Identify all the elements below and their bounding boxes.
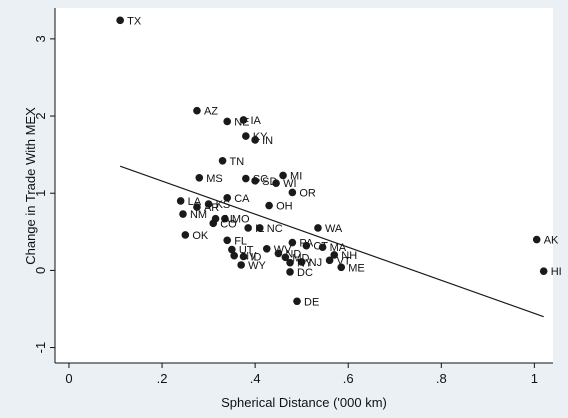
- y-tick-label: 3: [33, 35, 48, 42]
- data-point-pa: [288, 238, 297, 247]
- data-point-ia: [239, 116, 248, 124]
- point-label-mi: MI: [290, 170, 302, 182]
- x-tick-label: .4: [250, 371, 261, 386]
- point-label-nc: NC: [267, 223, 283, 235]
- point-label-id: ID: [250, 252, 261, 264]
- data-point-ky: [242, 132, 250, 140]
- y-ticks: -1 0 1 2 3: [33, 35, 55, 353]
- point-label-me: ME: [348, 262, 365, 274]
- data-point-la: [176, 197, 185, 205]
- point-label-nm: NM: [190, 209, 207, 221]
- data-point-tx: [116, 16, 124, 25]
- point-label-ar: AR: [204, 202, 219, 214]
- data-point-sc: [242, 174, 250, 183]
- data-point-id: [239, 252, 248, 261]
- point-label-ks: KS: [216, 199, 231, 211]
- data-point-ma: [318, 243, 327, 252]
- data-point-dc: [286, 268, 294, 276]
- data-point-mo: [221, 214, 229, 223]
- data-point-vt: [325, 256, 334, 265]
- x-tick-label: .8: [436, 371, 447, 386]
- point-label-al: AL: [223, 214, 236, 226]
- data-point-ne: [223, 117, 232, 126]
- point-label-hi: HI: [551, 266, 562, 278]
- data-point-ar: [193, 203, 201, 211]
- point-label-wy: WY: [248, 260, 266, 272]
- point-label-ok: OK: [192, 230, 209, 242]
- data-point-az: [193, 106, 201, 115]
- point-label-dc: DC: [297, 267, 313, 279]
- data-point-wy: [237, 261, 245, 269]
- data-point-wa: [314, 224, 322, 232]
- point-label-nh: NH: [341, 250, 357, 262]
- data-point-ok: [181, 231, 190, 239]
- y-tick-label: -1: [33, 342, 48, 354]
- point-label-or: OR: [299, 187, 316, 199]
- x-tick-label: 0: [65, 371, 72, 386]
- point-label-tn: TN: [230, 156, 245, 168]
- point-label-mo: MO: [232, 214, 250, 226]
- data-point-de: [293, 297, 301, 306]
- x-tick-label: 1: [531, 371, 538, 386]
- y-axis-title: Change in Trade With MEX: [23, 107, 38, 265]
- point-label-ny: NY: [297, 258, 313, 270]
- data-point-il: [244, 224, 252, 232]
- point-label-ak: AK: [544, 235, 559, 247]
- point-label-nj: NJ: [309, 257, 322, 269]
- data-point-ny: [286, 258, 294, 267]
- data-points: TXAZNEIAKYINTNMSSCSDMIWIORCALAKSAROHNMMO…: [116, 15, 562, 308]
- data-point-oh: [265, 201, 273, 210]
- data-point-or: [288, 188, 297, 197]
- data-point-in: [251, 136, 259, 144]
- y-tick-label: 0: [33, 267, 48, 274]
- fit-line: [119, 165, 544, 318]
- point-label-ms: MS: [206, 173, 223, 185]
- data-point-ak: [532, 235, 541, 244]
- x-tick-label: .2: [157, 371, 168, 386]
- point-label-in: IN: [262, 135, 273, 147]
- data-point-md: [281, 253, 290, 262]
- point-label-nd: ND: [285, 248, 301, 260]
- data-point-fl: [223, 236, 232, 245]
- data-point-me: [337, 263, 346, 272]
- y-tick-label: 1: [33, 190, 48, 197]
- data-point-nc: [255, 224, 264, 232]
- data-point-nj: [297, 258, 306, 266]
- point-label-oh: OH: [276, 201, 293, 213]
- y-tick-label: 2: [33, 112, 48, 119]
- data-point-ct: [302, 241, 311, 250]
- point-label-wa: WA: [325, 223, 343, 235]
- point-label-ca: CA: [234, 193, 250, 205]
- data-point-wv: [262, 244, 271, 253]
- data-point-nv: [230, 251, 238, 260]
- data-point-ks: [204, 200, 213, 208]
- plot-area: [55, 8, 553, 363]
- data-point-ms: [195, 173, 204, 182]
- point-label-tx: TX: [127, 15, 142, 27]
- point-label-fl: FL: [234, 235, 247, 247]
- point-label-de: DE: [304, 296, 319, 308]
- data-point-ca: [223, 194, 232, 202]
- point-label-wi: WI: [283, 178, 296, 190]
- point-label-co: CO: [220, 218, 237, 230]
- data-point-co: [209, 219, 218, 228]
- x-tick-label: .6: [343, 371, 354, 386]
- data-point-tn: [218, 157, 227, 165]
- data-point-ut: [228, 245, 236, 254]
- data-point-nd: [274, 249, 283, 258]
- data-point-wi: [272, 179, 280, 187]
- x-axis-title: Spherical Distance ('000 km): [221, 395, 387, 410]
- data-point-nh: [330, 251, 339, 259]
- data-point-mi: [279, 171, 287, 180]
- x-ticks: 0 .2 .4 .6 .8 1: [65, 363, 538, 386]
- data-point-sd: [251, 177, 259, 185]
- point-label-ia: IA: [250, 115, 261, 127]
- data-point-hi: [539, 267, 548, 275]
- point-label-az: AZ: [204, 106, 218, 118]
- data-point-nm: [179, 210, 187, 218]
